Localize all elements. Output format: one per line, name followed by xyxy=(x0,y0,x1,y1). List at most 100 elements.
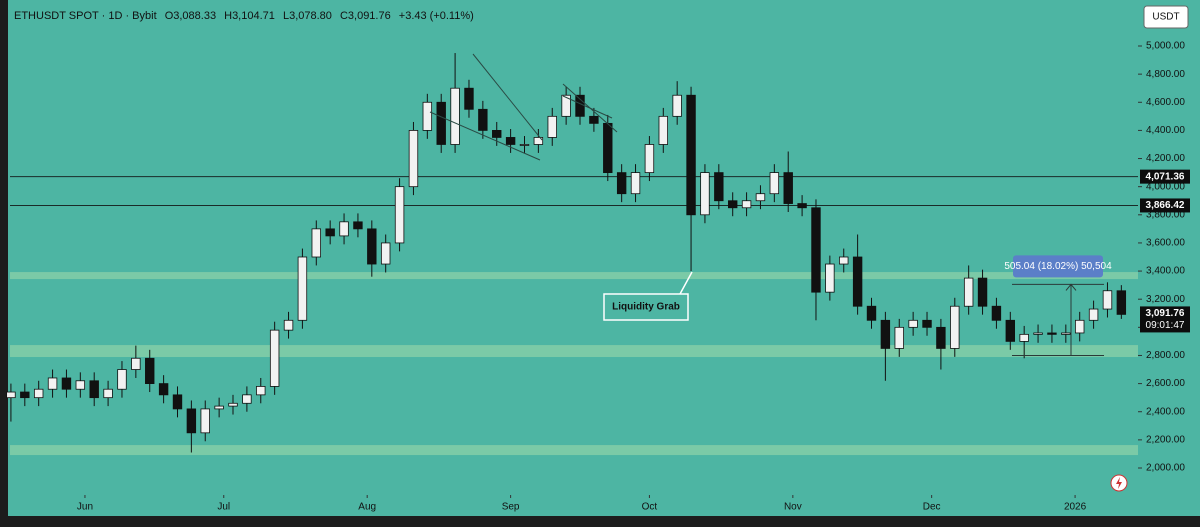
candle-body xyxy=(283,319,294,331)
candle-body xyxy=(6,391,16,399)
candle-body xyxy=(894,326,904,349)
candle-body xyxy=(686,94,696,216)
candle-body xyxy=(991,305,1002,321)
candle-body xyxy=(478,108,488,131)
x-tick-label: Jun xyxy=(77,502,93,513)
candle-body xyxy=(783,172,793,204)
candle-body xyxy=(256,386,266,396)
trend-line xyxy=(472,53,543,141)
currency-button[interactable] xyxy=(1143,5,1189,29)
candle-body xyxy=(436,101,446,145)
candle-body xyxy=(1088,308,1099,321)
candle-body xyxy=(547,115,557,138)
candle-body xyxy=(589,115,599,124)
measure-box xyxy=(1013,255,1103,278)
candle-body xyxy=(700,172,710,216)
candle-body xyxy=(61,377,72,390)
symbol: ETHUSDT SPOT · 1D · Bybit xyxy=(14,10,157,22)
candle-body xyxy=(408,130,419,188)
candle-body xyxy=(908,319,918,328)
candle-body xyxy=(1033,332,1043,335)
y-tick-label: 4,400.00 xyxy=(1146,125,1185,136)
x-tick-label: Dec xyxy=(923,502,941,513)
candle-body xyxy=(561,94,571,117)
candle-body xyxy=(158,383,169,396)
candle-body xyxy=(603,122,613,174)
candle-body xyxy=(922,319,932,328)
x-tick-label: Nov xyxy=(784,502,802,513)
candle-body xyxy=(852,256,863,307)
candle-body xyxy=(186,408,197,434)
candle-body xyxy=(75,380,86,390)
candle-body xyxy=(325,228,335,237)
y-tick-label: 3,800.00 xyxy=(1146,209,1185,220)
candle-body xyxy=(464,87,474,110)
candle-body xyxy=(672,94,682,117)
candle-body xyxy=(519,144,530,146)
candle-body xyxy=(131,357,141,370)
candle-body xyxy=(172,394,183,410)
last-price-box xyxy=(1140,306,1190,333)
y-tick-label: 3,400.00 xyxy=(1146,266,1185,277)
y-tick-label: 2,200.00 xyxy=(1146,435,1185,446)
candle-body xyxy=(797,203,807,209)
annotation-box xyxy=(603,293,689,321)
measure-arrowhead xyxy=(1065,283,1077,291)
x-tick-label: Oct xyxy=(642,502,658,513)
candle-body xyxy=(505,137,516,145)
candle-body xyxy=(616,172,627,195)
candle-body xyxy=(214,405,224,410)
x-tick-label: 2026 xyxy=(1064,502,1087,513)
candle-body xyxy=(339,221,349,237)
candle-body xyxy=(839,256,849,265)
candle-body xyxy=(103,388,113,399)
candle-body xyxy=(492,130,502,138)
candle-body xyxy=(1005,319,1016,342)
x-tick-label: Jul xyxy=(217,502,230,513)
candle-body xyxy=(145,357,155,384)
currency-label: USDT xyxy=(1152,12,1179,23)
y-tick-label: 4,800.00 xyxy=(1146,69,1185,80)
candle-body xyxy=(422,101,433,131)
price-label-box xyxy=(1140,169,1190,184)
y-tick-label: 3,200.00 xyxy=(1146,294,1185,305)
candle-body xyxy=(741,200,752,209)
ohlc-change: +3.43 (+0.11%) xyxy=(398,10,474,22)
candle-body xyxy=(1047,332,1057,335)
candle-body xyxy=(1019,333,1029,342)
candle-body xyxy=(297,256,308,321)
candle-body xyxy=(1102,290,1113,310)
y-tick-label: 4,200.00 xyxy=(1146,153,1185,164)
candle-body xyxy=(727,200,738,209)
candle-body xyxy=(880,319,891,349)
candle-body xyxy=(630,172,641,195)
candle-body xyxy=(33,388,44,399)
price-label: 4,071.36 xyxy=(1146,171,1185,182)
ohlc-close: C3,091.76 xyxy=(339,10,391,22)
candle-body xyxy=(367,228,377,265)
candle-body xyxy=(977,277,988,307)
trend-line xyxy=(562,95,613,119)
y-tick-label: 2,000.00 xyxy=(1146,463,1185,474)
candle-body xyxy=(755,193,766,202)
candle-body xyxy=(380,242,391,265)
y-tick-label: 2,600.00 xyxy=(1146,378,1185,389)
ohlc-low: L3,078.80 xyxy=(282,10,332,22)
y-tick-label: 4,000.00 xyxy=(1146,181,1185,192)
trend-lines xyxy=(429,53,618,161)
trend-line xyxy=(429,111,541,161)
candle-body xyxy=(450,87,460,145)
candle-body xyxy=(1116,290,1127,315)
candle-body xyxy=(658,115,668,145)
candle-body xyxy=(394,186,405,244)
candle-body xyxy=(20,391,30,399)
ohlc-high: H3,104.71 xyxy=(224,10,275,22)
y-tick-label: 3,600.00 xyxy=(1146,238,1185,249)
header: ETHUSDT SPOT · 1D · Bybit O3,088.33 H3,1… xyxy=(14,10,479,22)
x-tick-label: Sep xyxy=(502,502,520,513)
y-tick-label: 4,600.00 xyxy=(1146,97,1185,108)
candle-body xyxy=(575,94,585,117)
price-label: 3,866.42 xyxy=(1146,200,1185,211)
